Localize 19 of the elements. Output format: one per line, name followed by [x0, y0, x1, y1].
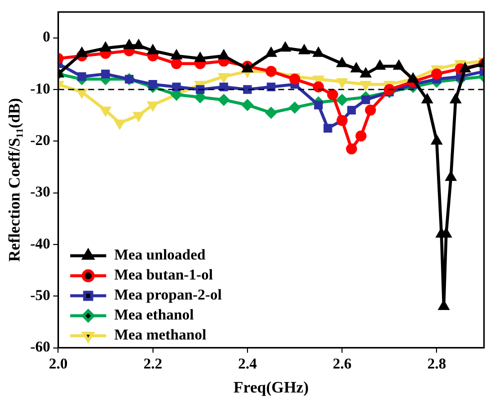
x-axis-title: Freq(GHz): [233, 380, 309, 397]
x-tick-label: 2.4: [238, 356, 258, 373]
legend-label: Mea propan-2-ol: [114, 288, 222, 304]
legend-label: Mea unloaded: [114, 248, 206, 264]
y-tick-label: -20: [30, 133, 50, 150]
y-tick-label: -50: [30, 288, 50, 304]
x-tick-label: 2.0: [48, 356, 68, 373]
y-tick-label: -30: [30, 184, 50, 201]
legend-label: Mea methanol: [114, 328, 206, 344]
x-tick-label: 2.6: [332, 356, 352, 373]
y-tick-label: 0: [42, 30, 50, 46]
y-tick-label: -40: [30, 236, 50, 252]
x-tick-label: 2.2: [143, 356, 162, 373]
x-tick-label: 2.8: [427, 356, 446, 373]
y-tick-label: -10: [30, 81, 50, 98]
y-axis-title: Reflection Coeff/S₁₁(dB): [6, 98, 24, 262]
y-tick-label: -60: [30, 340, 50, 356]
legend-label: Mea butan-1-ol: [114, 268, 213, 284]
legend-label: Mea ethanol: [114, 308, 194, 324]
